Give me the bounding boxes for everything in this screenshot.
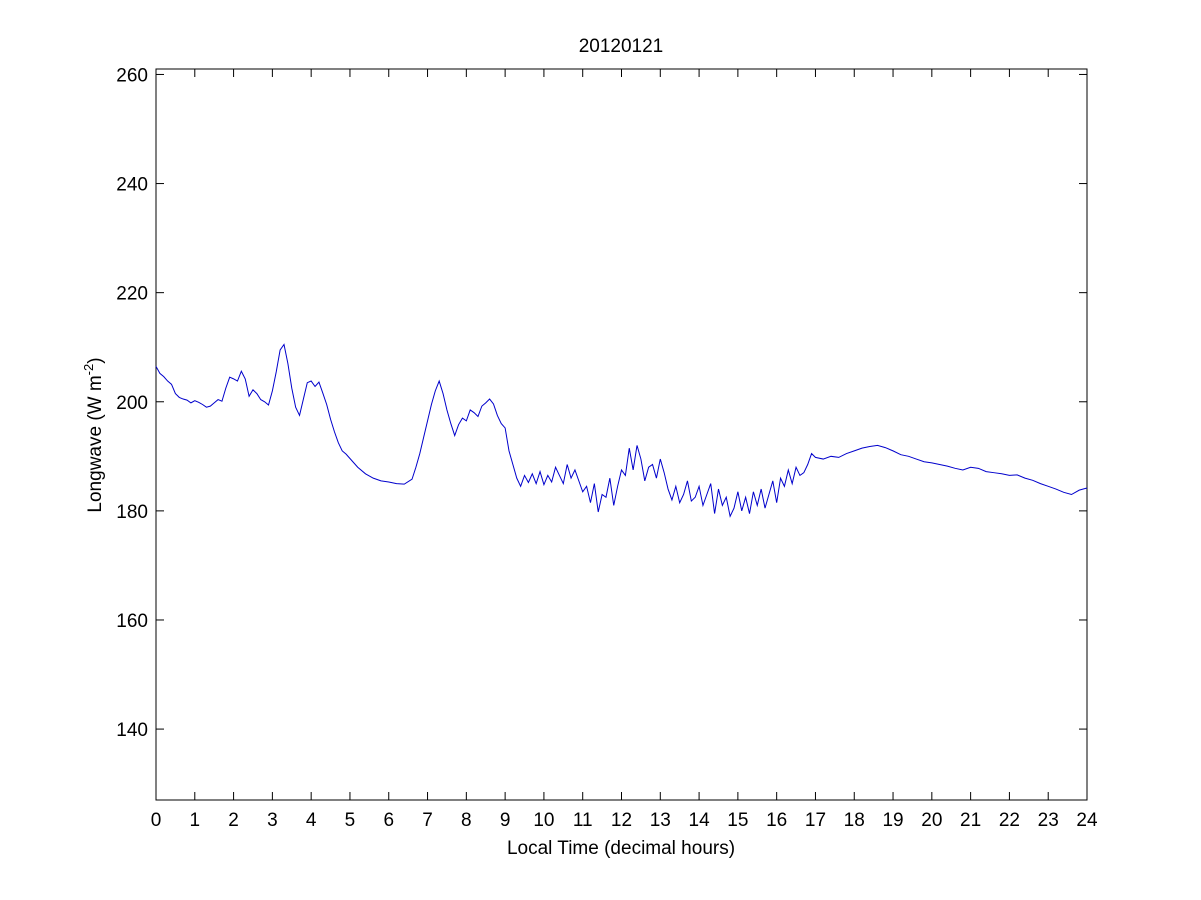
x-tick-label: 3: [267, 810, 278, 831]
y-tick-label: 180: [116, 502, 148, 523]
y-tick-label: 160: [116, 611, 148, 632]
x-axis-tick-labels: 0 1 2 3 4 5 6 7 8 9 10 11 12 13 14 15 16 17 18 19 20 21 22 23 24: [151, 810, 1098, 831]
y-tick-label: 260: [116, 65, 148, 86]
y-axis-label: Longwave (W m-2): [81, 357, 106, 512]
x-tick-label: 11: [573, 810, 593, 831]
x-axis-ticks: [155, 69, 1088, 800]
x-tick-label: 8: [461, 810, 472, 831]
x-tick-label: 19: [882, 810, 903, 831]
y-axis-label-superscript: -2: [81, 364, 96, 376]
series-line-longwave: [155, 343, 1088, 518]
x-tick-label: 6: [383, 810, 394, 831]
x-tick-label: 16: [766, 810, 787, 831]
x-tick-label: 24: [1076, 810, 1098, 831]
x-tick-label: 13: [650, 810, 671, 831]
x-tick-label: 2: [228, 810, 239, 831]
y-tick-label: 240: [116, 175, 148, 196]
y-axis-label-suffix: ): [85, 357, 106, 363]
x-tick-label: 12: [611, 810, 632, 831]
x-tick-label: 14: [689, 810, 711, 831]
x-tick-label: 9: [500, 810, 511, 831]
y-axis-ticks: [156, 73, 1087, 730]
y-tick-label: 200: [116, 393, 148, 414]
x-tick-label: 23: [1038, 810, 1059, 831]
x-tick-label: 15: [727, 810, 748, 831]
x-tick-label: 21: [960, 810, 981, 831]
x-axis-label: Local Time (decimal hours): [507, 838, 735, 859]
x-tick-label: 7: [422, 810, 433, 831]
x-tick-label: 20: [921, 810, 942, 831]
x-tick-label: 10: [533, 810, 554, 831]
x-tick-label: 18: [844, 810, 865, 831]
y-axis-label-prefix: Longwave (W m: [85, 375, 106, 512]
x-tick-label: 5: [345, 810, 356, 831]
chart-title: 20120121: [579, 36, 664, 57]
y-axis-tick-labels: 140 160 180 200 220 240 260: [116, 65, 148, 741]
plot-area: [155, 68, 1088, 801]
x-tick-label: 17: [805, 810, 826, 831]
y-tick-label: 140: [116, 720, 148, 741]
x-tick-label: 1: [190, 810, 201, 831]
x-tick-label: 22: [999, 810, 1020, 831]
y-tick-label: 220: [116, 284, 148, 305]
x-tick-label: 4: [306, 810, 317, 831]
x-tick-label: 0: [151, 810, 162, 831]
